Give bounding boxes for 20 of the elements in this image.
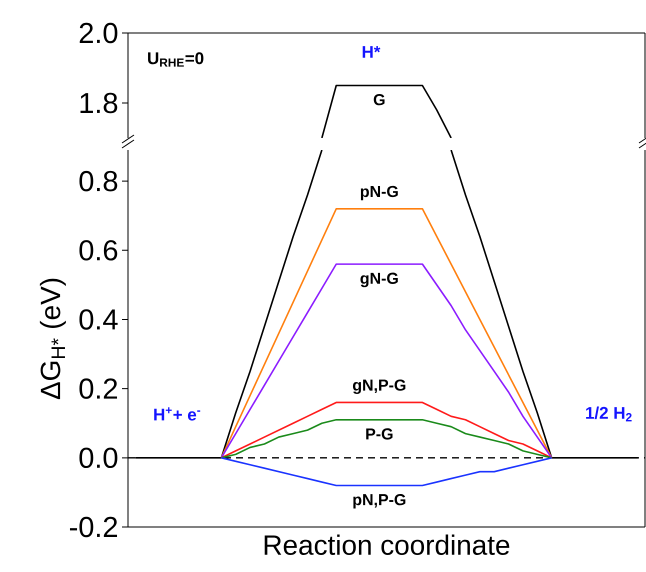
- series-label: gN,P-G: [352, 379, 406, 394]
- x-axis-title: Reaction coordinate: [264, 534, 510, 555]
- series-label: pN-G: [360, 186, 398, 200]
- annotation: H*: [362, 46, 380, 58]
- series-label: P-G: [366, 428, 392, 440]
- series-label: pN,P-G: [353, 494, 406, 508]
- annotation: U$_{RHE}$=0: [148, 52, 204, 67]
- y-tick-label: 0.2: [79, 378, 118, 399]
- annotation: H$^{+}$+ e$^{-}$: [154, 407, 200, 421]
- y-tick-label: 0.0: [79, 448, 118, 468]
- y-tick-label: 0.4: [79, 309, 118, 330]
- y-tick-label: 1.8: [80, 92, 118, 114]
- y-axis-title: ΔG$_{H*}$ (eV): [40, 278, 66, 400]
- y-tick-label: 0.6: [79, 240, 118, 261]
- series-label: G: [374, 94, 385, 106]
- series-label: gN-G: [360, 272, 398, 288]
- y-tick-label: 0.8: [79, 170, 118, 192]
- y-tick-label: -0.2: [70, 516, 118, 538]
- y-tick-label: 2.0: [80, 22, 118, 44]
- annotation: 1/2 H$_{2}$: [586, 406, 632, 422]
